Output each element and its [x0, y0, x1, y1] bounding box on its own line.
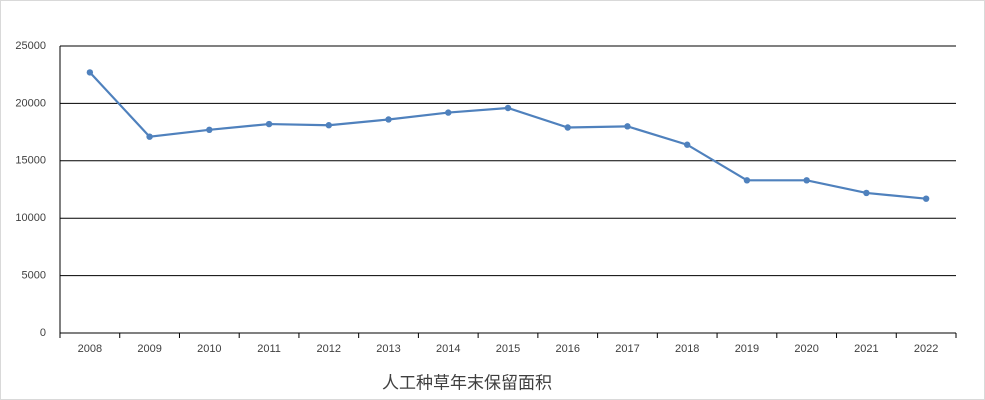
- y-tick-label: 10000: [15, 212, 46, 224]
- y-tick-label: 25000: [15, 40, 46, 52]
- data-point: [206, 126, 213, 134]
- x-tick-label: 2013: [376, 343, 400, 355]
- data-point: [803, 177, 810, 184]
- x-tick-label: 2022: [914, 343, 938, 355]
- x-tick-label: 2016: [555, 343, 579, 355]
- y-tick-label: 20000: [15, 97, 46, 109]
- x-tick-label: 2020: [794, 343, 818, 355]
- data-point: [325, 122, 332, 129]
- x-tick-label: 2011: [257, 343, 281, 355]
- data-point: [624, 123, 631, 130]
- x-tick-label: 2021: [854, 343, 878, 355]
- data-point: [265, 120, 273, 128]
- x-tick-label: 2019: [735, 343, 759, 355]
- x-tick-label: 2018: [675, 343, 699, 355]
- x-tick-label: 2008: [78, 343, 102, 355]
- data-point: [743, 177, 751, 184]
- data-point: [863, 189, 870, 197]
- x-tick-label: 2010: [197, 343, 221, 355]
- data-point: [445, 109, 452, 116]
- x-tick-label: 2017: [615, 343, 639, 355]
- data-point: [504, 104, 512, 112]
- x-tick-label: 2009: [137, 343, 161, 355]
- data-point: [684, 141, 691, 148]
- data-point: [146, 133, 153, 140]
- y-tick-label: 0: [40, 327, 46, 339]
- data-point: [385, 116, 392, 123]
- x-tick-label: 2015: [496, 343, 520, 355]
- data-point: [86, 69, 94, 76]
- y-tick-label: 15000: [15, 155, 46, 167]
- data-point: [922, 195, 930, 202]
- x-tick-label: 2014: [436, 343, 460, 355]
- data-point: [564, 124, 571, 131]
- x-tick-label: 2012: [317, 343, 341, 355]
- y-tick-label: 5000: [22, 270, 46, 282]
- chart-title: 人工种草年末保留面积: [382, 374, 552, 394]
